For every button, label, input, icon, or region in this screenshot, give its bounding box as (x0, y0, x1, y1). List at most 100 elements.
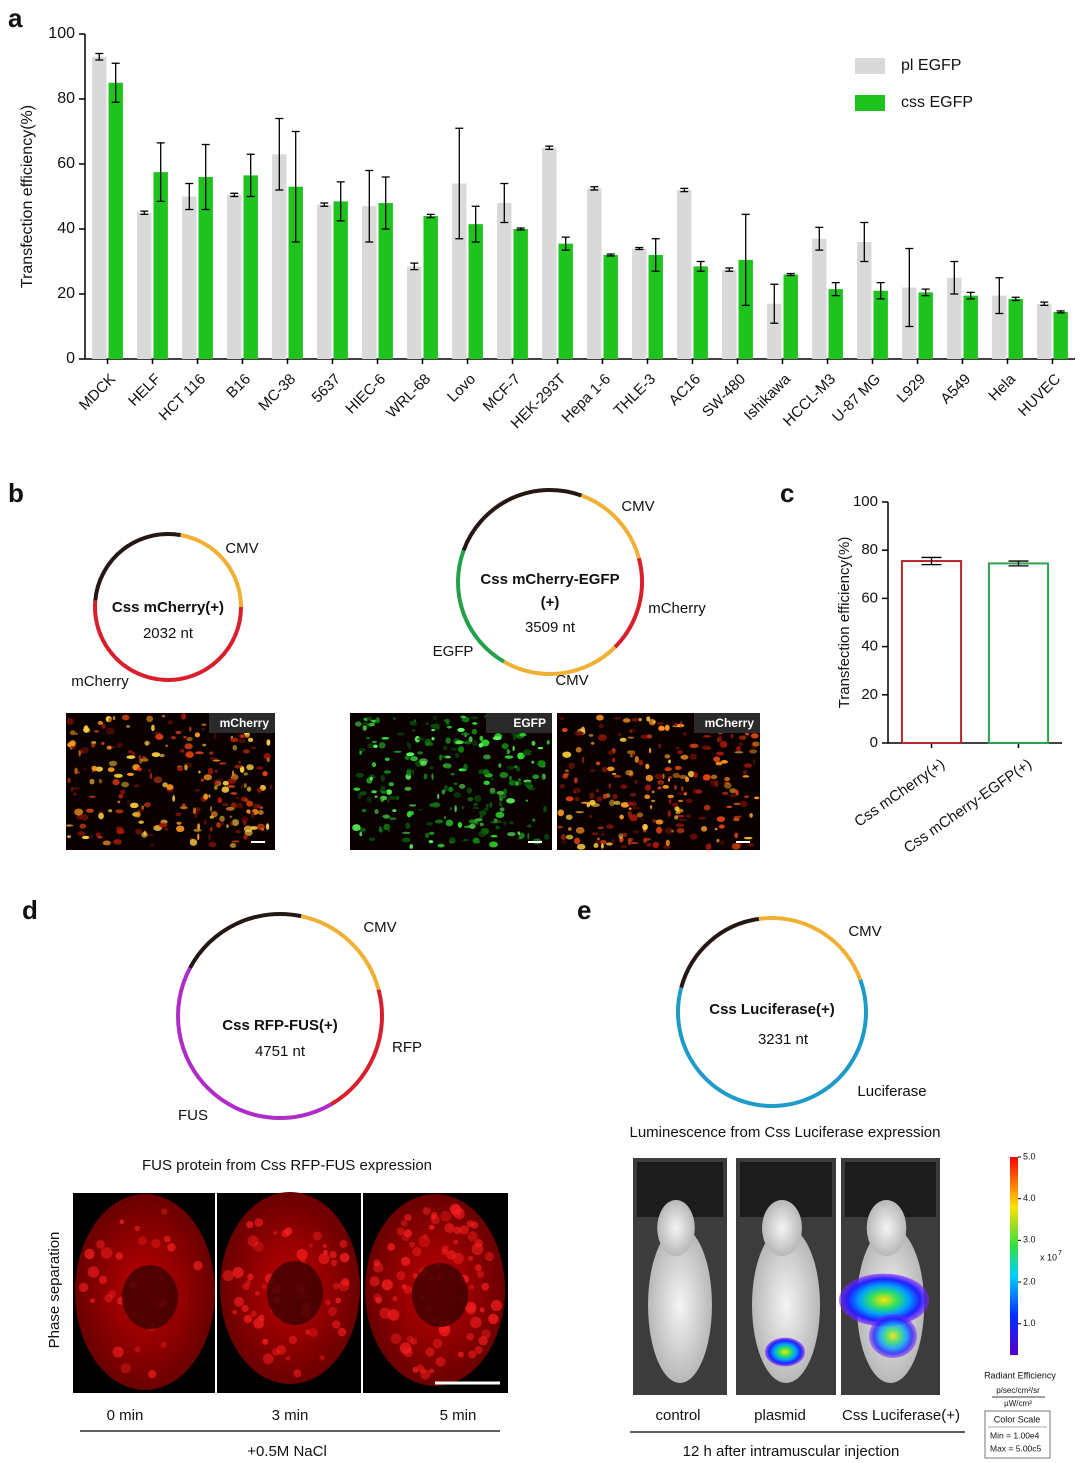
cell (251, 811, 255, 818)
cell (454, 805, 457, 813)
cell (401, 837, 411, 843)
cell (216, 821, 221, 828)
cell (483, 780, 490, 785)
cell (204, 819, 207, 825)
label: Css mCherry-EGFP (480, 571, 619, 588)
color-tick-label: 3.0 (1023, 1235, 1036, 1245)
y-tick-label: 0 (66, 350, 75, 367)
mouse-head (657, 1200, 695, 1256)
label: 3 min (272, 1407, 309, 1424)
plasmid-segment (188, 912, 302, 970)
droplet (422, 1207, 431, 1215)
cell (141, 756, 147, 759)
cell (101, 742, 105, 746)
cell (107, 767, 115, 773)
droplet (329, 1250, 337, 1259)
cell (646, 734, 653, 739)
cell (132, 752, 135, 756)
cell (668, 759, 671, 764)
cell (573, 837, 581, 845)
droplet (474, 1346, 483, 1355)
cell (565, 834, 574, 840)
droplet (469, 1316, 482, 1329)
bar (812, 238, 827, 359)
droplet (476, 1270, 484, 1278)
cell (596, 714, 604, 721)
cell (645, 763, 650, 770)
cell (226, 824, 229, 828)
cell (701, 745, 709, 748)
plasmid-segment (456, 549, 506, 664)
bar (1053, 311, 1068, 359)
bar (317, 204, 332, 359)
cell (565, 814, 573, 820)
cell (73, 792, 77, 796)
cell (748, 749, 758, 754)
droplet (465, 1301, 477, 1313)
droplet (335, 1297, 342, 1304)
cell (194, 732, 200, 738)
cell (401, 831, 411, 835)
cell (674, 784, 677, 790)
droplet (112, 1346, 124, 1358)
bar (333, 201, 348, 359)
cell (522, 753, 532, 756)
cell (149, 772, 153, 780)
cell (646, 842, 651, 848)
cell (657, 786, 662, 790)
cell (516, 766, 521, 772)
cell (675, 823, 685, 828)
droplet (309, 1243, 314, 1248)
panel-letter: b (8, 478, 24, 508)
label: 5 min (440, 1407, 477, 1424)
cell (597, 734, 607, 741)
cell (652, 720, 656, 724)
droplet (250, 1310, 257, 1318)
droplet (100, 1247, 113, 1259)
cell (234, 764, 243, 769)
cell (405, 822, 411, 830)
cell (659, 782, 663, 785)
cell (656, 722, 664, 725)
cell (613, 717, 621, 720)
cell (618, 732, 621, 737)
cell (559, 716, 565, 721)
cell (383, 770, 391, 774)
cell (618, 833, 623, 839)
droplet (246, 1221, 254, 1229)
droplet (441, 1248, 448, 1256)
cell (701, 825, 708, 832)
bar (1037, 303, 1052, 359)
cell (75, 732, 78, 736)
droplet (392, 1296, 398, 1302)
cell (431, 737, 435, 741)
bar (452, 183, 467, 359)
cell (444, 764, 452, 769)
scale-box (984, 1410, 1051, 1459)
cell (455, 752, 460, 759)
cell (532, 774, 540, 780)
cell (629, 728, 637, 733)
droplet (305, 1329, 311, 1335)
label: CMV (555, 672, 588, 689)
cell (676, 746, 680, 750)
label: CMV (621, 498, 654, 515)
cell (213, 732, 217, 740)
cell (742, 775, 750, 778)
droplet (341, 1277, 350, 1287)
cell (86, 808, 94, 813)
cell (176, 766, 184, 771)
cell (171, 735, 176, 740)
droplet (339, 1239, 348, 1248)
droplet (161, 1208, 168, 1215)
cell (749, 813, 753, 818)
cell (537, 746, 544, 750)
cell (580, 801, 590, 804)
bar (828, 289, 843, 359)
cell (634, 779, 638, 784)
droplet (319, 1354, 325, 1361)
bar (227, 194, 242, 359)
cell (250, 746, 257, 750)
label: CMV (848, 923, 881, 940)
cell (632, 830, 640, 834)
